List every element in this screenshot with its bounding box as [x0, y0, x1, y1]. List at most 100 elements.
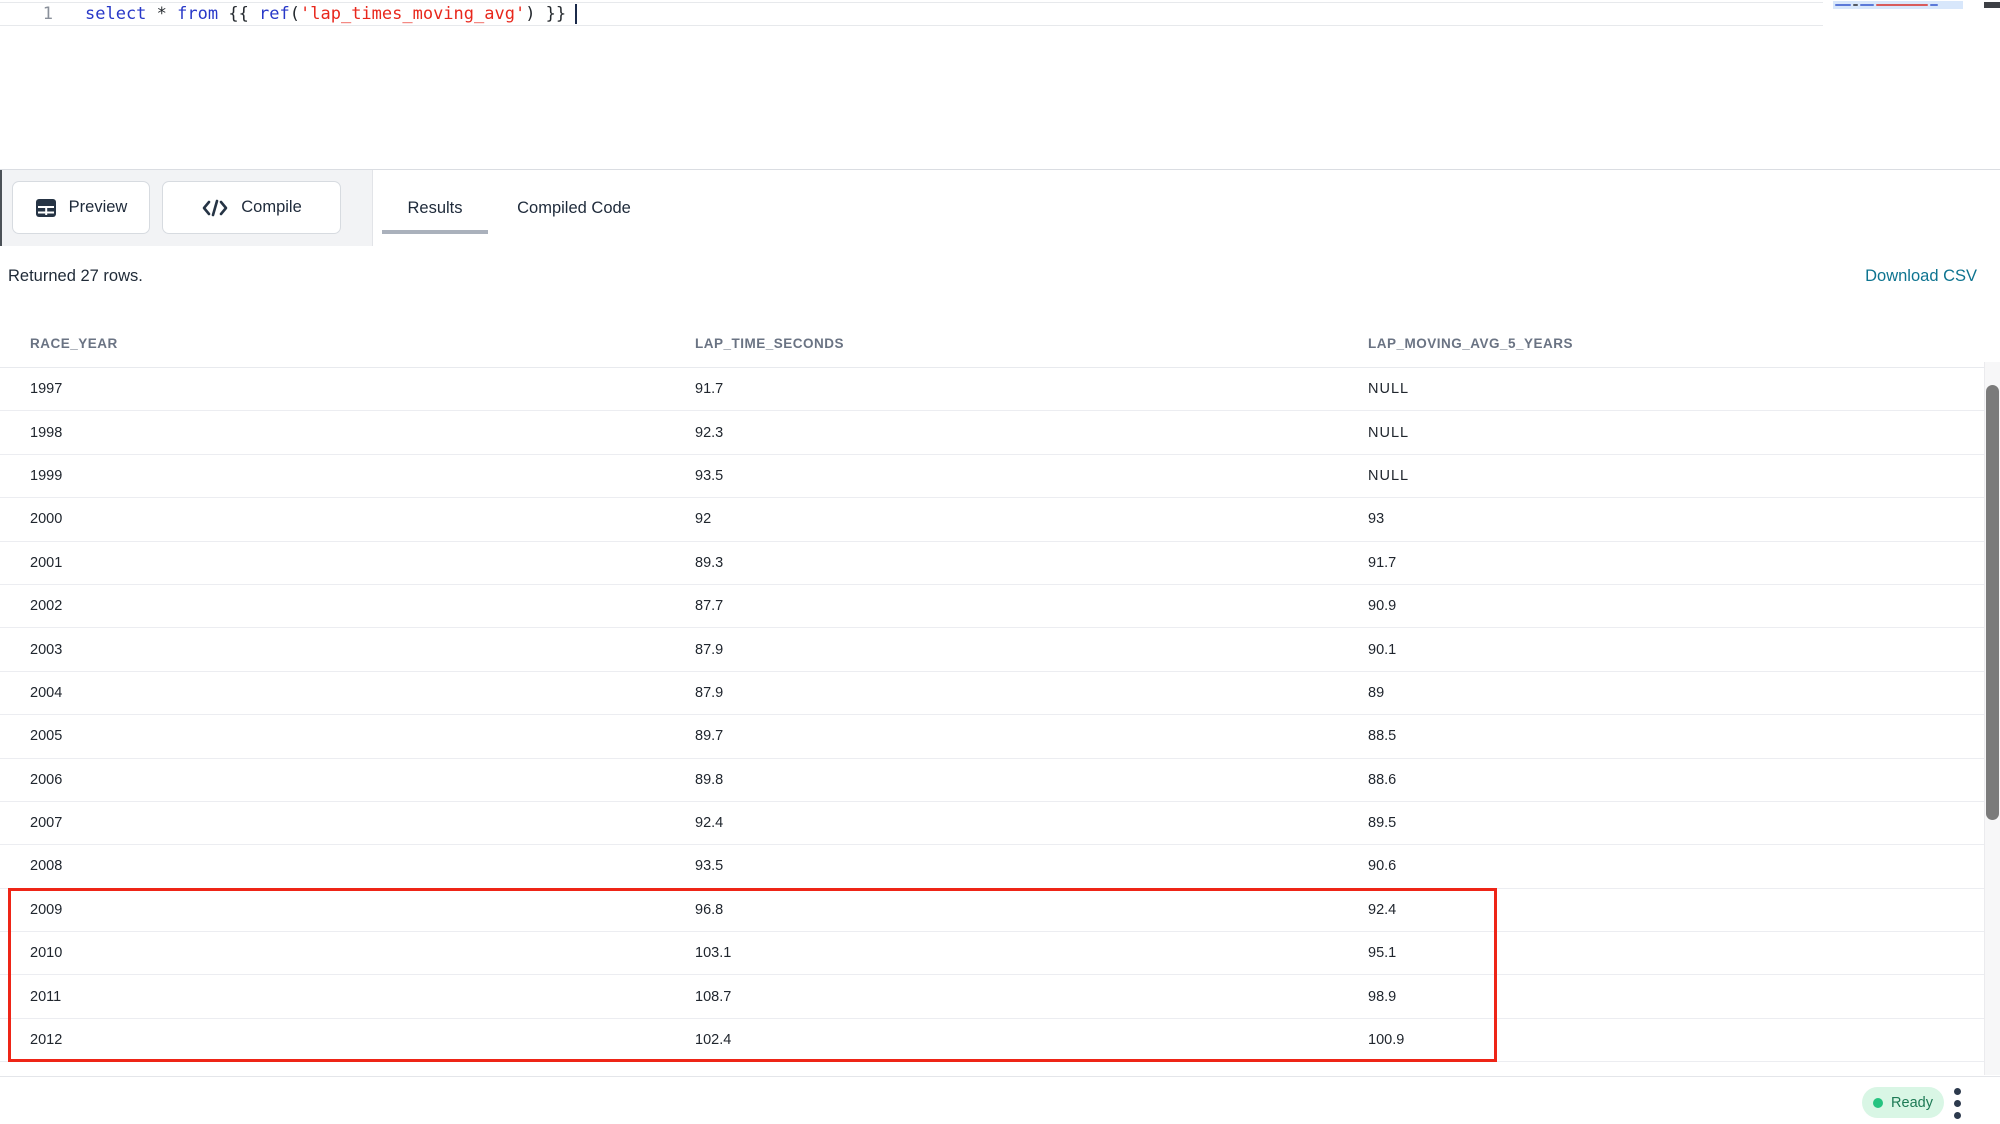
code-icon: [202, 199, 228, 216]
cell-lap-moving-avg: NULL: [1368, 467, 1410, 484]
minimap-code-mark: [1876, 4, 1928, 6]
results-table: RACE_YEAR LAP_TIME_SECONDS LAP_MOVING_AV…: [0, 320, 1984, 1063]
table-row[interactable]: 2003 87.9 90.1: [0, 628, 1984, 672]
editor-minimap[interactable]: [1833, 1, 1963, 9]
cell-race-year: 2002: [30, 598, 63, 615]
download-csv-link[interactable]: Download CSV: [1865, 267, 1977, 285]
cell-lap-time-seconds: 89.7: [695, 728, 724, 745]
table-grid-icon: [35, 198, 56, 217]
table-row[interactable]: 1997 91.7 NULL: [0, 368, 1984, 412]
table-scrollbar-track[interactable]: [1984, 362, 2000, 1075]
minimap-code-mark: [1835, 4, 1851, 6]
table-row[interactable]: 2008 93.5 90.6: [0, 845, 1984, 889]
preview-button[interactable]: Preview: [12, 181, 150, 234]
table-row[interactable]: 2001 89.3 91.7: [0, 541, 1984, 585]
kebab-dot: [1953, 1099, 1961, 1107]
cell-race-year: 2004: [30, 684, 63, 701]
text-cursor: [575, 4, 578, 24]
cell-race-year: 2006: [30, 771, 63, 788]
table-row[interactable]: 2006 89.8 88.6: [0, 758, 1984, 802]
column-header-lap-moving-avg[interactable]: LAP_MOVING_AVG_5_YEARS: [1368, 336, 1574, 351]
kebab-menu-icon[interactable]: [1950, 1085, 1964, 1121]
table-row[interactable]: 2009 96.8 92.4: [0, 888, 1984, 933]
code-token-jinja-close: ) }}: [525, 4, 567, 24]
table-row[interactable]: 1998 92.3 NULL: [0, 411, 1984, 455]
cell-lap-moving-avg: 98.9: [1368, 988, 1397, 1005]
cell-lap-time-seconds: 96.8: [695, 901, 724, 918]
status-bar: Ready: [0, 1076, 2000, 1124]
cell-lap-moving-avg: 92.4: [1368, 901, 1397, 918]
cell-lap-time-seconds: 108.7: [695, 988, 732, 1005]
code-token-string: 'lap_times_moving_avg': [300, 4, 526, 24]
tab-compiled-code[interactable]: Compiled Code: [517, 199, 631, 217]
cell-race-year: 2012: [30, 1032, 63, 1049]
code-token-star: *: [146, 4, 178, 24]
column-header-race-year[interactable]: RACE_YEAR: [30, 336, 118, 351]
cell-race-year: 2003: [30, 641, 63, 658]
code-token-ref: ref: [259, 4, 290, 24]
cell-lap-moving-avg: 88.5: [1368, 728, 1397, 745]
returned-rows-text: Returned 27 rows.: [8, 267, 143, 285]
minimap-code-mark: [1930, 4, 1938, 6]
cell-race-year: 2008: [30, 858, 63, 875]
cell-race-year: 2007: [30, 815, 63, 832]
column-header-lap-time-seconds[interactable]: LAP_TIME_SECONDS: [695, 336, 845, 351]
cell-race-year: 1998: [30, 424, 63, 441]
compile-button[interactable]: Compile: [162, 181, 341, 234]
current-line-highlight: [0, 2, 1823, 26]
cell-lap-moving-avg: 91.7: [1368, 554, 1397, 571]
table-row[interactable]: 2011 108.7 98.9: [0, 975, 1984, 1019]
cell-race-year: 2001: [30, 554, 63, 571]
cell-lap-moving-avg: 89: [1368, 684, 1385, 701]
cell-lap-moving-avg: 90.9: [1368, 598, 1397, 615]
table-row[interactable]: 2002 87.7 90.9: [0, 584, 1984, 629]
cell-lap-moving-avg: NULL: [1368, 424, 1410, 441]
preview-button-label: Preview: [68, 198, 128, 216]
code-token-jinja-open: {{: [218, 4, 260, 24]
kebab-dot: [1953, 1111, 1961, 1119]
table-row[interactable]: 1999 93.5 NULL: [0, 454, 1984, 499]
cell-lap-time-seconds: 103.1: [695, 945, 732, 962]
tab-results[interactable]: Results: [407, 199, 463, 217]
cell-lap-moving-avg: 88.6: [1368, 771, 1397, 788]
cell-lap-moving-avg: 90.6: [1368, 858, 1397, 875]
cell-race-year: 2000: [30, 511, 63, 528]
results-table-body: 1997 91.7 NULL 1998 92.3 NULL 1999 93.5 NULL 2000…: [0, 368, 1984, 1063]
code-token-select: select: [85, 4, 147, 24]
ready-status-label: Ready: [1891, 1094, 1933, 1111]
table-row[interactable]: 2005 89.7 88.5: [0, 715, 1984, 759]
cell-race-year: 2005: [30, 728, 63, 745]
cell-lap-time-seconds: 93.5: [695, 858, 724, 875]
cell-lap-time-seconds: 93.5: [695, 467, 724, 484]
table-scrollbar-thumb[interactable]: [1986, 385, 1999, 820]
cell-lap-moving-avg: 90.1: [1368, 641, 1397, 658]
table-row[interactable]: 2000 92 93: [0, 498, 1984, 542]
cell-lap-time-seconds: 87.7: [695, 598, 724, 615]
line-number: 1: [42, 4, 53, 24]
cell-lap-time-seconds: 91.7: [695, 381, 724, 398]
cell-lap-time-seconds: 92.3: [695, 424, 724, 441]
cell-race-year: 2010: [30, 945, 63, 962]
table-row[interactable]: 2012 102.4 100.9: [0, 1018, 1984, 1063]
active-tab-underline: [382, 230, 488, 234]
cell-lap-moving-avg: 89.5: [1368, 815, 1397, 832]
green-status-dot-icon: [1873, 1097, 1884, 1108]
sql-editor[interactable]: 1 select * from {{ ref('lap_times_moving…: [0, 0, 2000, 169]
table-row[interactable]: 2004 87.9 89: [0, 671, 1984, 716]
ready-status-badge: Ready: [1862, 1087, 1944, 1118]
cell-lap-moving-avg: 93: [1368, 511, 1385, 528]
cell-race-year: 2011: [30, 988, 62, 1005]
table-row[interactable]: 2010 103.1 95.1: [0, 932, 1984, 976]
code-line[interactable]: select * from {{ ref('lap_times_moving_a…: [85, 3, 578, 25]
table-row[interactable]: 2007 92.4 89.5: [0, 801, 1984, 846]
cell-race-year: 1997: [30, 381, 63, 398]
window-edge: [0, 170, 2, 247]
cell-lap-time-seconds: 89.3: [695, 554, 724, 571]
cell-lap-time-seconds: 89.8: [695, 771, 724, 788]
code-token-paren-open: (: [289, 4, 301, 24]
cell-race-year: 1999: [30, 467, 63, 484]
overview-ruler-cursor-marker: [1984, 2, 2000, 8]
toolbar-button-group: Preview Compile: [0, 170, 373, 247]
cell-lap-time-seconds: 92: [695, 511, 712, 528]
